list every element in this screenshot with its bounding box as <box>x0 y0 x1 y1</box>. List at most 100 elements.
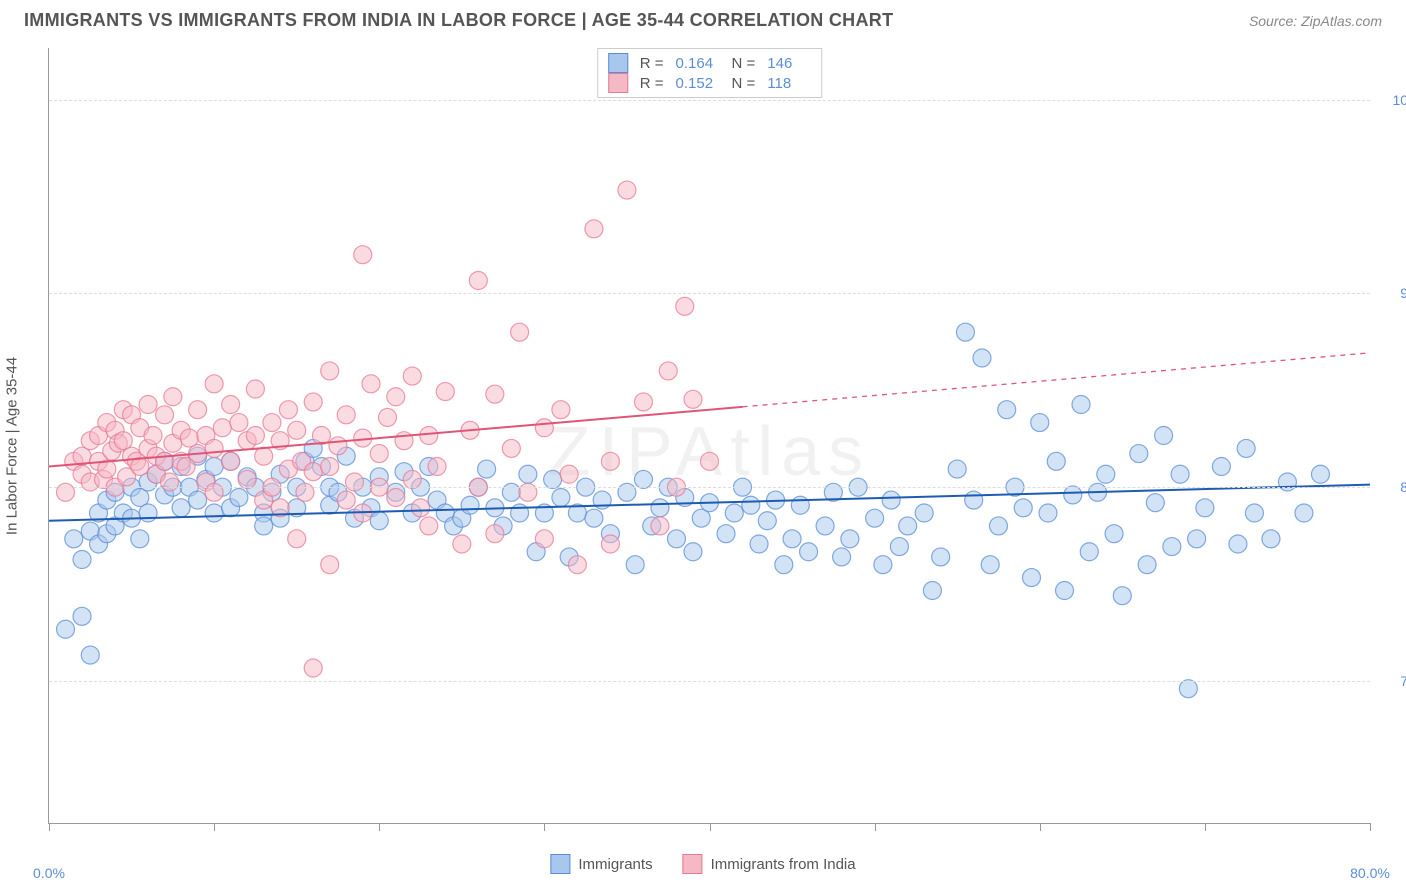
scatter-point <box>585 220 603 238</box>
scatter-point <box>329 437 347 455</box>
scatter-point <box>420 517 438 535</box>
scatter-point <box>511 323 529 341</box>
y-tick-label: 77.5% <box>1380 673 1406 689</box>
scatter-point <box>230 489 248 507</box>
scatter-point <box>304 659 322 677</box>
scatter-point <box>948 460 966 478</box>
scatter-point <box>255 517 273 535</box>
scatter-point <box>965 491 983 509</box>
scatter-point <box>321 556 339 574</box>
scatter-point <box>833 548 851 566</box>
legend-row: R =0.164N =146 <box>608 53 812 73</box>
scatter-point <box>742 496 760 514</box>
scatter-point <box>560 465 578 483</box>
scatter-point <box>161 473 179 491</box>
chart-title: IMMIGRANTS VS IMMIGRANTS FROM INDIA IN L… <box>24 10 893 31</box>
x-tick <box>1370 823 1371 831</box>
scatter-point <box>882 491 900 509</box>
scatter-point <box>1311 465 1329 483</box>
scatter-point <box>502 483 520 501</box>
scatter-point <box>1056 582 1074 600</box>
scatter-point <box>337 406 355 424</box>
x-tick-label: 80.0% <box>1350 865 1390 881</box>
scatter-point <box>783 530 801 548</box>
scatter-point <box>841 530 859 548</box>
x-tick <box>379 823 380 831</box>
scatter-point <box>379 408 397 426</box>
scatter-point <box>775 556 793 574</box>
scatter-point <box>651 517 669 535</box>
scatter-point <box>304 393 322 411</box>
scatter-point <box>1171 465 1189 483</box>
gridline <box>49 100 1370 101</box>
scatter-point <box>205 375 223 393</box>
scatter-point <box>973 349 991 367</box>
scatter-point <box>1138 556 1156 574</box>
legend-item: Immigrants <box>550 854 652 874</box>
scatter-point <box>57 483 75 501</box>
scatter-point <box>263 414 281 432</box>
scatter-point <box>1163 538 1181 556</box>
r-value: 0.152 <box>676 75 720 92</box>
scatter-point <box>519 465 537 483</box>
source-prefix: Source: <box>1249 13 1301 29</box>
scatter-point <box>750 535 768 553</box>
scatter-point <box>222 452 240 470</box>
legend-swatch <box>608 73 628 93</box>
y-tick-label: 85.0% <box>1380 479 1406 495</box>
scatter-point <box>453 535 471 553</box>
scatter-point <box>659 362 677 380</box>
scatter-point <box>469 272 487 290</box>
scatter-point <box>321 458 339 476</box>
scatter-point <box>144 427 162 445</box>
scatter-point <box>866 509 884 527</box>
scatter-point <box>81 646 99 664</box>
source-name: ZipAtlas.com <box>1301 13 1382 29</box>
scatter-point <box>428 458 446 476</box>
scatter-point <box>1072 396 1090 414</box>
scatter-point <box>998 401 1016 419</box>
gridline <box>49 293 1370 294</box>
legend-item: Immigrants from India <box>683 854 856 874</box>
scatter-point <box>923 582 941 600</box>
x-tick <box>49 823 50 831</box>
scatter-point <box>1031 414 1049 432</box>
scatter-point <box>370 512 388 530</box>
legend-swatch <box>608 53 628 73</box>
n-value: 146 <box>767 55 811 72</box>
series-legend: Immigrants Immigrants from India <box>550 854 855 874</box>
scatter-point <box>1155 427 1173 445</box>
scatter-point <box>1113 587 1131 605</box>
scatter-point <box>585 509 603 527</box>
scatter-point <box>403 470 421 488</box>
scatter-point <box>618 483 636 501</box>
scatter-point <box>1080 543 1098 561</box>
scatter-point <box>486 525 504 543</box>
scatter-point <box>667 530 685 548</box>
scatter-point <box>189 491 207 509</box>
scatter-point <box>205 439 223 457</box>
scatter-point <box>552 489 570 507</box>
scatter-point <box>535 530 553 548</box>
scatter-point <box>601 535 619 553</box>
gridline <box>49 487 1370 488</box>
scatter-point <box>535 419 553 437</box>
scatter-point <box>676 297 694 315</box>
x-tick <box>875 823 876 831</box>
scatter-point <box>1064 486 1082 504</box>
scatter-point <box>1022 569 1040 587</box>
scatter-point <box>552 401 570 419</box>
scatter-point <box>279 401 297 419</box>
scatter-point <box>403 367 421 385</box>
chart-header: IMMIGRANTS VS IMMIGRANTS FROM INDIA IN L… <box>0 0 1406 37</box>
scatter-point <box>1130 445 1148 463</box>
legend-label: Immigrants <box>578 856 652 873</box>
scatter-point <box>800 543 818 561</box>
scatter-point <box>890 538 908 556</box>
n-label: N = <box>732 55 756 72</box>
scatter-point <box>1047 452 1065 470</box>
scatter-point <box>544 470 562 488</box>
scatter-point <box>684 390 702 408</box>
scatter-point <box>899 517 917 535</box>
scatter-point <box>1229 535 1247 553</box>
